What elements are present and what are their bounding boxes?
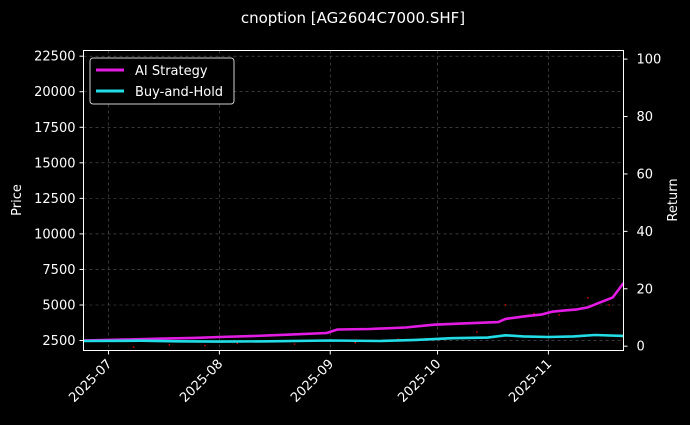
left-tick-label: 20000	[34, 85, 75, 100]
price-marker	[587, 297, 589, 299]
x-tick-label: 2025-08	[177, 357, 226, 406]
price-marker	[204, 344, 206, 347]
price-marker	[293, 343, 296, 345]
plot-frame	[83, 50, 624, 351]
right-tick-label: 20	[637, 282, 654, 297]
price-marker	[397, 338, 399, 340]
price-marker	[132, 346, 135, 348]
chart-title: cnoption [AG2604C7000.SHF]	[241, 9, 465, 27]
legend: AI Strategy Buy-and-Hold	[89, 57, 235, 105]
x-tick-label: 2025-11	[506, 357, 555, 406]
left-tick-label: 15000	[34, 156, 75, 171]
legend-label-buy-and-hold: Buy-and-Hold	[135, 85, 223, 100]
right-tick-label: 40	[637, 225, 654, 240]
left-y-axis: 2500 5000 7500 10000 12500 15000 17500 20000 225…	[34, 50, 84, 349]
series-lines	[83, 282, 625, 343]
price-marker	[168, 344, 171, 346]
price-marker	[504, 304, 507, 306]
right-tick-label: 80	[637, 110, 654, 125]
price-marker	[236, 342, 238, 345]
x-tick-label: 2025-10	[395, 357, 444, 406]
price-marker	[608, 304, 610, 306]
left-tick-label: 22500	[34, 50, 75, 65]
legend-box	[89, 57, 235, 105]
left-tick-label: 2500	[42, 334, 75, 349]
price-marker	[476, 331, 478, 333]
right-tick-label: 60	[637, 167, 654, 182]
right-y-axis: 0 20 40 60 80 100	[623, 53, 662, 355]
price-marker	[533, 312, 535, 315]
left-tick-label: 12500	[34, 192, 75, 207]
x-tick-label: 2025-09	[288, 357, 337, 406]
left-tick-label: 5000	[42, 299, 75, 314]
series-line-buy-and-hold	[83, 333, 624, 343]
right-tick-label: 0	[637, 340, 645, 355]
right-axis-label: Return	[666, 178, 681, 221]
price-markers	[132, 297, 610, 348]
left-tick-label: 7500	[42, 263, 75, 278]
left-tick-label: 10000	[34, 227, 75, 242]
x-axis: 2025-07 2025-08 2025-09 2025-10 2025-11	[66, 350, 555, 406]
right-tick-label: 100	[637, 53, 662, 68]
series-line-ai-strategy	[83, 282, 625, 342]
price-marker	[354, 341, 356, 344]
left-axis-label: Price	[10, 184, 25, 216]
left-tick-label: 17500	[34, 121, 75, 136]
x-tick-label: 2025-07	[66, 357, 115, 406]
legend-label-ai-strategy: AI Strategy	[135, 64, 208, 79]
price-marker	[558, 314, 560, 316]
